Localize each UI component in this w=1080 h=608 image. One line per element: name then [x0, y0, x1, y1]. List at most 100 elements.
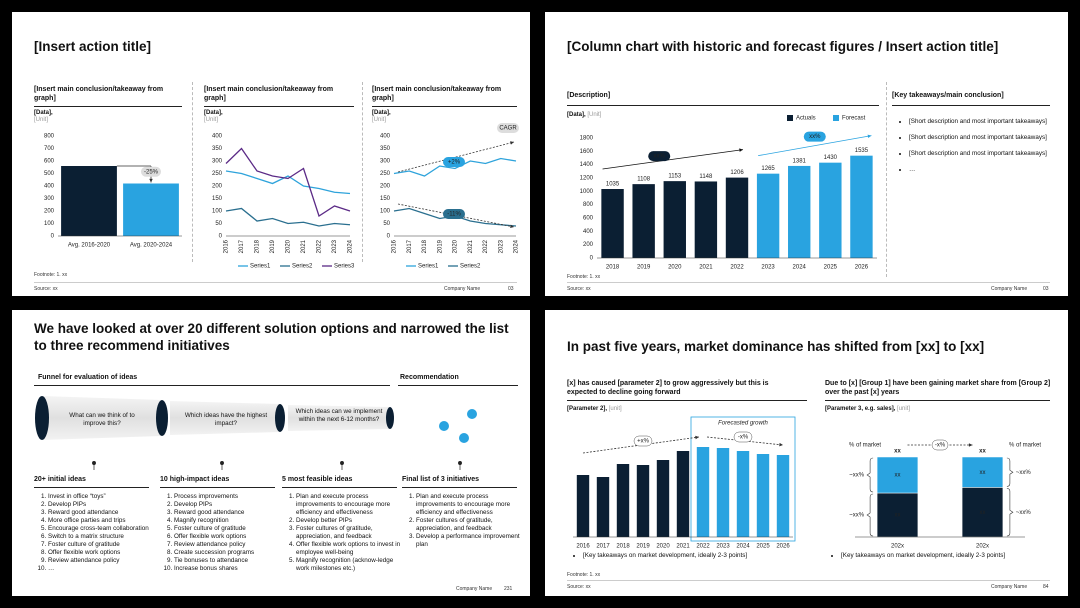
y-tick-label: 0: [590, 256, 594, 262]
takeaway: [Short description and most important ta…: [909, 118, 1049, 126]
x-tick-label: 202x: [976, 544, 989, 550]
dot: [467, 409, 477, 419]
segment-label: xx: [980, 470, 986, 476]
unit: [unit]: [608, 406, 622, 412]
pill: [443, 209, 465, 219]
pill: [443, 157, 465, 167]
rule: [567, 400, 807, 401]
data-label: [Data],: [372, 110, 391, 116]
pill-label: -25%: [144, 169, 159, 175]
share-label: ~xx%: [1016, 510, 1032, 516]
idea: More office parties and trips: [48, 517, 160, 525]
y-tick-label: 50: [215, 221, 222, 227]
x-tick-label: 2019: [437, 239, 443, 253]
title: [Insert action title]: [34, 39, 152, 54]
rule: [825, 400, 1050, 401]
idea-list: Plan and execute process improvements to…: [282, 493, 408, 573]
funnel-segment: [170, 401, 280, 435]
funnel-segment: [42, 396, 162, 440]
x-tick-label: 2025: [824, 265, 838, 271]
arrow-head: [695, 435, 699, 440]
bar: [576, 475, 590, 537]
idea: Develop PIPs: [174, 501, 286, 509]
pill: [733, 431, 753, 443]
data-label: [Parameter 3, e.g. sales],: [825, 406, 896, 412]
segment-label: xx: [980, 510, 986, 516]
legend-swatch: [787, 115, 793, 121]
takeaways-heading: [Key takeaways/main conclusion]: [892, 92, 1004, 99]
page-number: 03: [1043, 286, 1049, 292]
idea: Review attendance policy: [174, 541, 286, 549]
x-tick-label: 2023: [761, 265, 775, 271]
total-label: xx: [979, 449, 986, 455]
y-tick-label: 1800: [580, 136, 594, 142]
x-tick-label: 2024: [348, 239, 354, 253]
arrow-head: [149, 178, 153, 183]
y-tick-label: 1000: [580, 189, 594, 195]
x-tick-label: 2019: [270, 239, 276, 253]
bar: [636, 465, 650, 537]
bar: [725, 177, 749, 258]
line: [225, 207, 351, 227]
data-label: [Data], [Unit]: [567, 112, 601, 119]
legend-label: Actuals: [796, 116, 816, 122]
bar: [788, 165, 811, 258]
y-tick-label: 300: [44, 196, 55, 202]
legend-label: Series2: [460, 264, 481, 270]
idea: Plan and execute process improvements to…: [296, 493, 408, 517]
x-tick-label: 2016: [576, 544, 590, 550]
title: [Column chart with historic and forecast…: [567, 39, 999, 54]
y-tick-label: 800: [583, 202, 594, 208]
bar-segment: [961, 456, 1004, 488]
y-tick-label: 0: [51, 234, 55, 240]
share-label: ~xx%: [1016, 470, 1032, 476]
idea: Create succession programs: [174, 549, 286, 557]
data-label: 1035: [606, 182, 620, 188]
x-tick-label: 2021: [676, 544, 690, 550]
heading: [Insert main conclusion/takeaway from gr…: [372, 86, 502, 102]
arrow-head: [510, 141, 514, 145]
y-tick-label: 0: [387, 234, 391, 240]
y-tick-label: 400: [380, 134, 391, 140]
idea: Reward good attendance: [48, 509, 160, 517]
x-tick-label: 2022: [730, 265, 744, 271]
data-label: 1265: [761, 166, 775, 172]
rule: [402, 487, 517, 488]
idea: Offer flexible work options: [48, 549, 160, 557]
pill-label: -x%: [738, 435, 749, 441]
idea: Invest in office “toys”: [48, 493, 160, 501]
unit: [Unit]: [587, 112, 602, 118]
company: Company Name: [991, 584, 1028, 590]
dot: [439, 421, 449, 431]
pill-label: -11%: [447, 212, 461, 218]
bar-segment: [961, 487, 1004, 538]
x-tick-label: 2024: [514, 239, 520, 253]
bar: [656, 460, 670, 537]
data-label: [Parameter 2], [unit]: [567, 406, 622, 413]
x-tick-label: 2019: [636, 544, 650, 550]
pill: [931, 439, 949, 451]
x-tick-label: 2026: [776, 544, 790, 550]
data-label: [Data],: [204, 110, 223, 116]
rule: [204, 106, 354, 107]
separator: [192, 82, 193, 262]
rule: [567, 580, 1050, 581]
slide: [Insert action title] [Insert main concl…: [12, 12, 530, 296]
separator: [362, 82, 363, 262]
footnote: Footnote: 1. xx: [567, 572, 601, 578]
title: We have looked at over 20 different solu…: [34, 321, 509, 353]
bar: [716, 448, 730, 537]
funnel-cap: [35, 396, 49, 440]
x-tick-label: 2023: [716, 544, 730, 550]
unit: [Unit]: [34, 117, 49, 123]
chart: 0 200 400 600 800 1000 1200 1400 1600 1800 2018 201…: [580, 115, 877, 271]
x-tick-label: 2020: [286, 239, 292, 253]
takeaway: [Short description and most important ta…: [909, 134, 1049, 142]
column-heading: Final list of 3 initiatives: [402, 476, 480, 483]
y-tick-label: 800: [44, 134, 55, 140]
idea: Foster cultures of gratitude, appreciati…: [416, 517, 528, 533]
pill-label: xx%: [809, 134, 821, 140]
idea: Foster culture of gratitude: [48, 541, 160, 549]
rule: [160, 487, 275, 488]
bar: [596, 477, 610, 537]
